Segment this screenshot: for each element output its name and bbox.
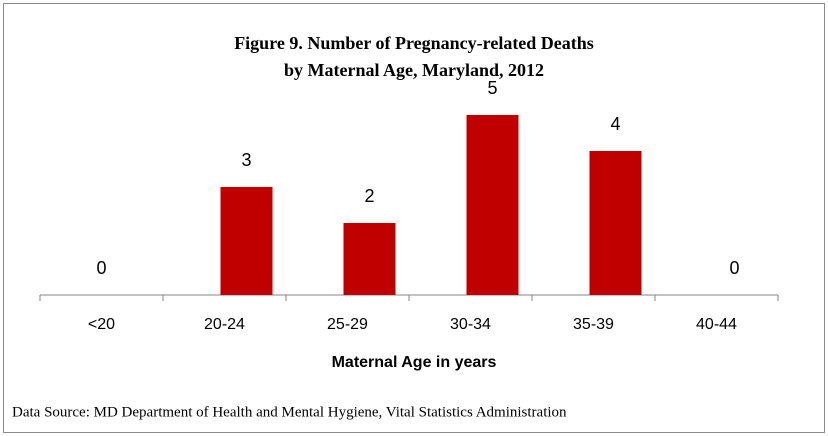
data-label: 0 [96,258,106,278]
data-label: 0 [729,258,739,278]
bar [466,115,519,295]
chart-title: by Maternal Age, Maryland, 2012 [284,60,544,80]
x-tick-label: 40-44 [696,316,737,333]
data-label: 4 [610,114,620,134]
bar [343,223,396,295]
data-label: 5 [487,78,497,98]
chart-border [3,3,825,433]
x-tick-label: 30-34 [450,316,491,333]
source-note: Data Source: MD Department of Health and… [12,404,567,420]
x-tick-label: 25-29 [327,316,368,333]
chart-title: Figure 9. Number of Pregnancy-related De… [234,33,594,53]
data-label: 2 [364,186,374,206]
x-axis-title: Maternal Age in years [332,354,497,371]
x-tick-label: 35-39 [573,316,614,333]
data-label: 3 [241,150,251,170]
bar [220,187,273,295]
x-tick-label: <20 [88,316,115,333]
x-tick-label: 20-24 [204,316,245,333]
bar [589,151,642,295]
